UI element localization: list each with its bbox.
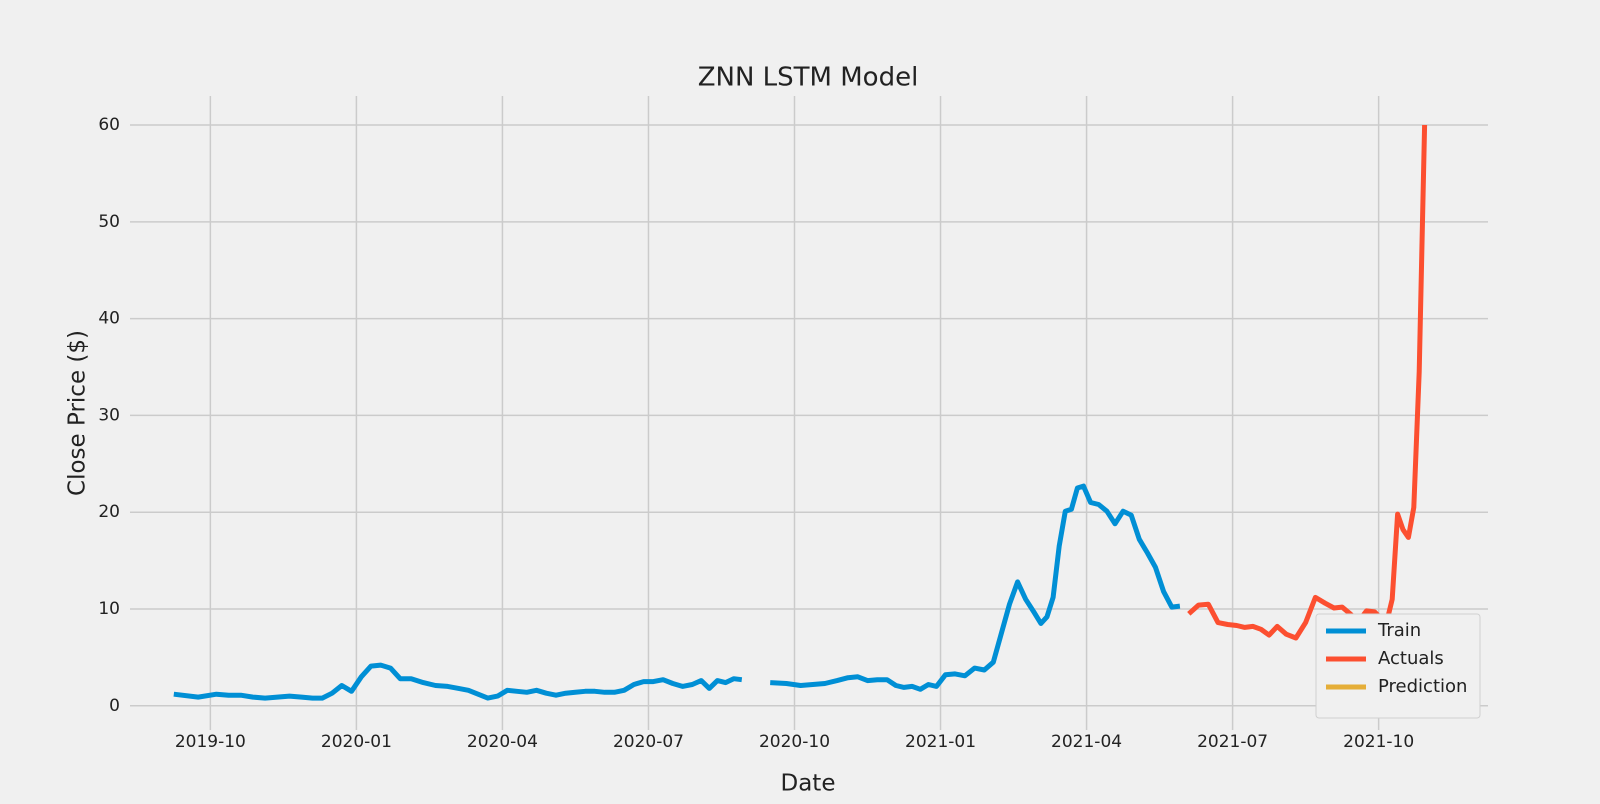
- line-series: [1187, 124, 1428, 641]
- y-tick-label: 40: [98, 309, 120, 329]
- y-tick-label: 50: [98, 212, 120, 232]
- x-axis-label: Date: [781, 771, 836, 797]
- line-series: [173, 483, 1181, 701]
- x-tick-label: 2020-04: [467, 732, 538, 752]
- y-axis-label: Close Price ($): [65, 330, 91, 496]
- x-tick-label: 2020-01: [321, 732, 392, 752]
- y-tick-label: 10: [98, 599, 120, 619]
- x-tick-label: 2020-07: [613, 732, 684, 752]
- y-tick-label: 30: [98, 405, 120, 425]
- x-tick-label: 2021-07: [1197, 732, 1268, 752]
- x-tick-label: 2019-10: [175, 732, 246, 752]
- legend: Train Actuals Prediction: [1315, 613, 1481, 719]
- y-tick-label: 20: [98, 502, 120, 522]
- x-tick-label: 2020-10: [759, 732, 830, 752]
- legend-label: Actuals: [1378, 648, 1444, 669]
- legend-label: Prediction: [1378, 676, 1467, 697]
- x-tick-label: 2021-10: [1343, 732, 1414, 752]
- x-tick-label: 2021-04: [1051, 732, 1122, 752]
- y-tick-label: 0: [109, 696, 120, 716]
- legend-label: Train: [1377, 620, 1421, 641]
- chart-title: ZNN LSTM Model: [698, 63, 919, 93]
- y-tick-label: 60: [98, 115, 120, 135]
- x-tick-label: 2021-01: [905, 732, 976, 752]
- legend-box: [1315, 613, 1481, 719]
